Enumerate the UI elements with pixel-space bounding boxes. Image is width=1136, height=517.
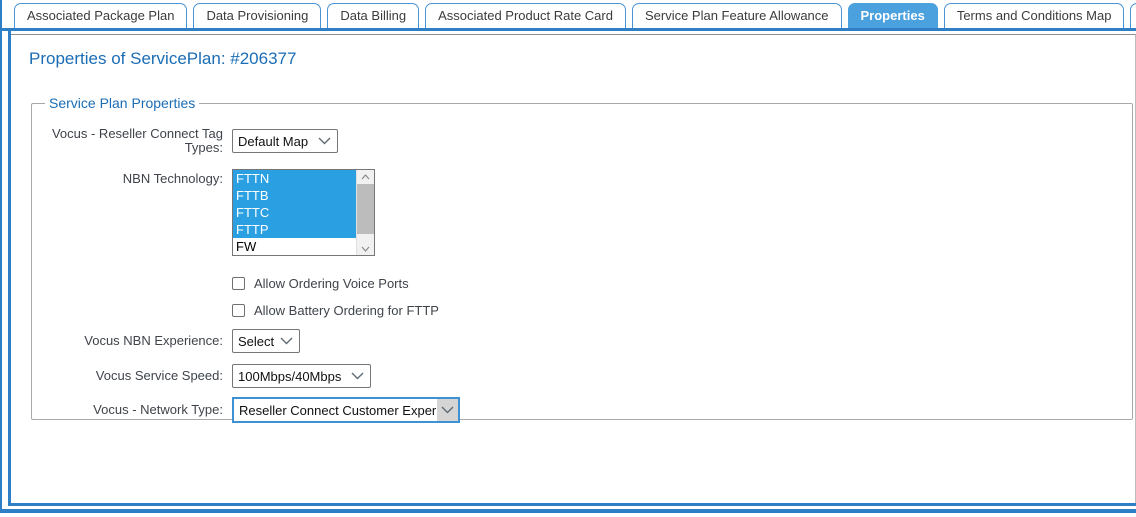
tab-event-text-elements[interactable]: Event Text Elements: [1130, 3, 1136, 28]
allow-voice-ports-checkbox[interactable]: [232, 277, 245, 290]
tab-label: Data Billing: [340, 8, 407, 23]
listbox-option-fttp[interactable]: FTTP: [233, 221, 356, 238]
listbox-option-fttn[interactable]: FTTN: [233, 170, 356, 187]
service-plan-properties-fieldset: Service Plan Properties Vocus - Reseller…: [31, 95, 1133, 423]
select-value: Default Map: [238, 133, 309, 149]
listbox-option-fttb[interactable]: FTTB: [233, 187, 356, 204]
select-dropdown-button[interactable]: [437, 399, 458, 421]
field-row-network-type: Vocus - Network Type: Reseller Connect C…: [42, 397, 1132, 423]
tab-label: Data Provisioning: [206, 8, 309, 23]
tab-content-panel: Properties of ServicePlan: #206377 Servi…: [8, 31, 1136, 506]
network-type-label: Vocus - Network Type:: [93, 402, 223, 417]
select-value: Reseller Connect Customer Experie: [239, 402, 437, 418]
tab-label: Terms and Conditions Map: [956, 8, 1112, 23]
tab-properties[interactable]: Properties: [847, 3, 938, 28]
allow-voice-ports-label: Allow Ordering Voice Ports: [254, 276, 409, 291]
allow-battery-checkbox[interactable]: [232, 304, 245, 317]
field-row-service-speed: Vocus Service Speed: 100Mbps/40Mbps: [42, 364, 1132, 388]
service-speed-label: Vocus Service Speed:: [95, 368, 223, 383]
tab-label: Associated Package Plan: [27, 8, 175, 23]
listbox-option-fttc[interactable]: FTTC: [233, 204, 356, 221]
field-row-allow-battery: Allow Battery Ordering for FTTP: [42, 303, 1132, 318]
field-row-nbn-technology: NBN Technology: FTTN FTTB FTTC FTTP FW: [42, 169, 1132, 256]
field-row-allow-voice-ports: Allow Ordering Voice Ports: [42, 276, 1132, 291]
scrollbar-thumb[interactable]: [357, 184, 374, 234]
tab-label: Properties: [860, 8, 925, 23]
tab-associated-product-rate-card[interactable]: Associated Product Rate Card: [425, 3, 626, 28]
tab-bar: Associated Package Plan Data Provisionin…: [0, 0, 1136, 31]
page-title: Properties of ServicePlan: #206377: [29, 49, 297, 68]
chevron-down-icon: [318, 137, 331, 145]
network-type-select[interactable]: Reseller Connect Customer Experie: [232, 397, 460, 423]
select-value: Select: [238, 333, 275, 349]
tab-label: Associated Product Rate Card: [438, 8, 613, 23]
service-speed-select[interactable]: 100Mbps/40Mbps: [232, 364, 372, 388]
listbox-scrollbar[interactable]: [356, 170, 374, 255]
nbn-experience-label: Vocus NBN Experience:: [84, 333, 223, 348]
chevron-down-icon: [280, 337, 293, 345]
nbn-experience-select[interactable]: Select: [232, 329, 301, 353]
field-row-tag-types: Vocus - Reseller Connect Tag Types: Defa…: [42, 127, 1132, 155]
chevron-down-icon[interactable]: [357, 242, 374, 255]
tag-types-select[interactable]: Default Map: [232, 129, 339, 153]
field-row-nbn-experience: Vocus NBN Experience: Select: [42, 329, 1132, 353]
content-area: Properties of ServicePlan: #206377 Servi…: [11, 34, 1136, 503]
tab-terms-and-conditions-map[interactable]: Terms and Conditions Map: [943, 3, 1125, 28]
tab-data-provisioning[interactable]: Data Provisioning: [193, 3, 322, 28]
window-bottom-border: [0, 509, 1136, 513]
allow-battery-label: Allow Battery Ordering for FTTP: [254, 303, 439, 318]
tab-associated-package-plan[interactable]: Associated Package Plan: [14, 3, 188, 28]
tab-data-billing[interactable]: Data Billing: [327, 3, 420, 28]
window-left-border: [0, 0, 2, 513]
listbox-options: FTTN FTTB FTTC FTTP FW: [233, 170, 356, 255]
nbn-technology-listbox[interactable]: FTTN FTTB FTTC FTTP FW: [232, 169, 375, 256]
nbn-technology-label: NBN Technology:: [122, 171, 223, 186]
chevron-down-icon: [441, 406, 454, 414]
tab-service-plan-feature-allowance[interactable]: Service Plan Feature Allowance: [631, 3, 842, 28]
fieldset-legend: Service Plan Properties: [49, 95, 196, 111]
chevron-up-icon[interactable]: [357, 170, 374, 183]
tag-types-label: Vocus - Reseller Connect Tag Types:: [51, 126, 223, 155]
select-value: 100Mbps/40Mbps: [238, 368, 342, 384]
tab-label: Service Plan Feature Allowance: [644, 8, 829, 23]
chevron-down-icon: [351, 372, 364, 380]
listbox-option-fw[interactable]: FW: [236, 239, 257, 254]
